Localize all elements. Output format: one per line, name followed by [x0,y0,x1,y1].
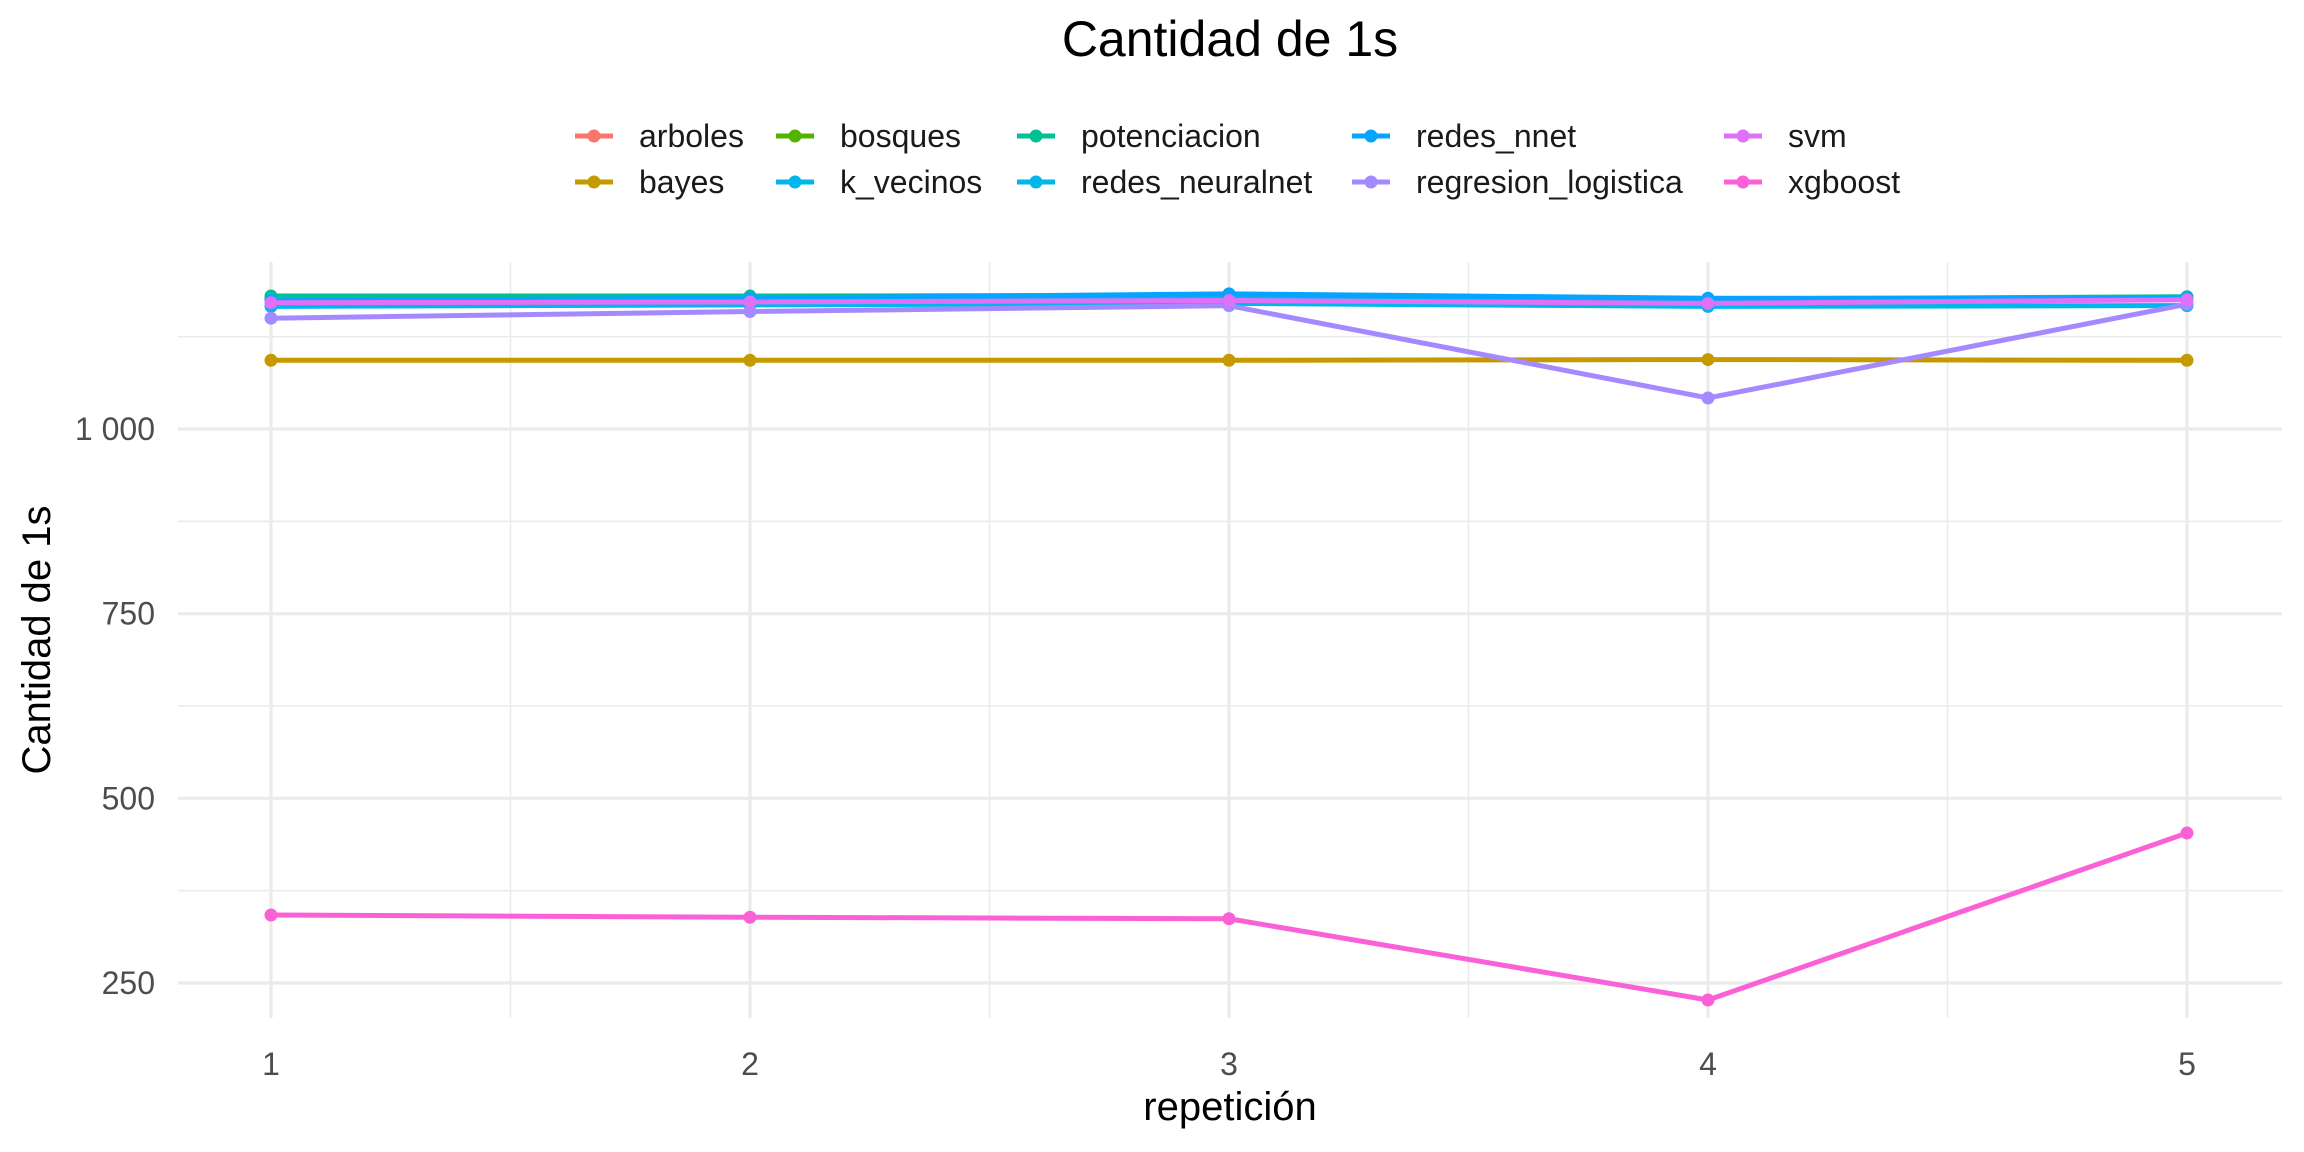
data-point-regresion-logistica [1701,391,1715,405]
legend-label: regresion_logistica [1416,164,1683,200]
legend-item-bosques: bosques [776,118,961,154]
x-tick-label: 5 [2178,1046,2196,1082]
x-tick-label: 4 [1699,1046,1717,1082]
legend-key-point [1029,129,1043,143]
y-axis-title: Cantidad de 1s [15,505,59,774]
x-axis-title: repetición [1143,1085,1316,1129]
x-tick-label: 1 [262,1046,280,1082]
legend-key-point [1364,129,1378,143]
data-point-xgboost [264,908,278,922]
legend-key-point [1029,175,1043,189]
y-tick-label: 250 [102,965,155,1001]
data-point-bayes [2180,353,2194,367]
legend-label: redes_nnet [1416,118,1576,154]
grid [178,262,2282,1018]
x-axis-ticks: 1 2 3 4 5 [262,1046,2196,1082]
data-point-regresion-logistica [743,305,757,319]
y-tick-label: 500 [102,780,155,816]
y-tick-label: 1 000 [75,411,155,447]
legend-item-regresion-logistica: regresion_logistica [1352,164,1683,200]
data-point-bayes [264,353,278,367]
data-point-regresion-logistica [264,311,278,325]
y-axis-ticks: 250 500 750 1 000 [75,411,155,1001]
data-point-xgboost [2180,826,2194,840]
data-point-bayes [1222,353,1236,367]
legend-key-point [587,175,601,189]
legend-label: svm [1788,118,1847,154]
legend-key-point [587,129,601,143]
legend-item-svm: svm [1724,118,1847,154]
legend-label: bayes [639,164,724,200]
data-point-svm [264,296,278,310]
data-point-xgboost [743,910,757,924]
legend-label: arboles [639,118,744,154]
legend: arboles bayes bosques k_vecinos potenciacion… [575,118,1900,200]
legend-key-point [1736,129,1750,143]
legend-item-xgboost: xgboost [1724,164,1900,200]
legend-key-point [788,175,802,189]
legend-key-point [1364,175,1378,189]
data-point-xgboost [1701,993,1715,1007]
legend-item-k-vecinos: k_vecinos [776,164,982,200]
series-points [264,287,2194,1007]
x-tick-label: 2 [741,1046,759,1082]
data-point-svm [2180,293,2194,307]
x-tick-label: 3 [1220,1046,1238,1082]
y-tick-label: 750 [102,596,155,632]
data-point-bayes [1701,353,1715,367]
legend-item-redes-neuralnet: redes_neuralnet [1017,164,1312,200]
legend-item-arboles: arboles [575,118,744,154]
legend-label: bosques [840,118,961,154]
chart-title: Cantidad de 1s [1062,11,1398,67]
data-point-svm [743,295,757,309]
legend-label: potenciacion [1081,118,1261,154]
legend-key-point [788,129,802,143]
data-point-bayes [743,353,757,367]
legend-label: redes_neuralnet [1081,164,1312,200]
legend-item-redes-nnet: redes_nnet [1352,118,1576,154]
legend-label: xgboost [1788,164,1900,200]
data-point-xgboost [1222,912,1236,926]
legend-key-point [1736,175,1750,189]
legend-item-potenciacion: potenciacion [1017,118,1261,154]
data-point-svm [1701,296,1715,310]
legend-item-bayes: bayes [575,164,724,200]
legend-label: k_vecinos [840,164,982,200]
data-point-svm [1222,293,1236,307]
